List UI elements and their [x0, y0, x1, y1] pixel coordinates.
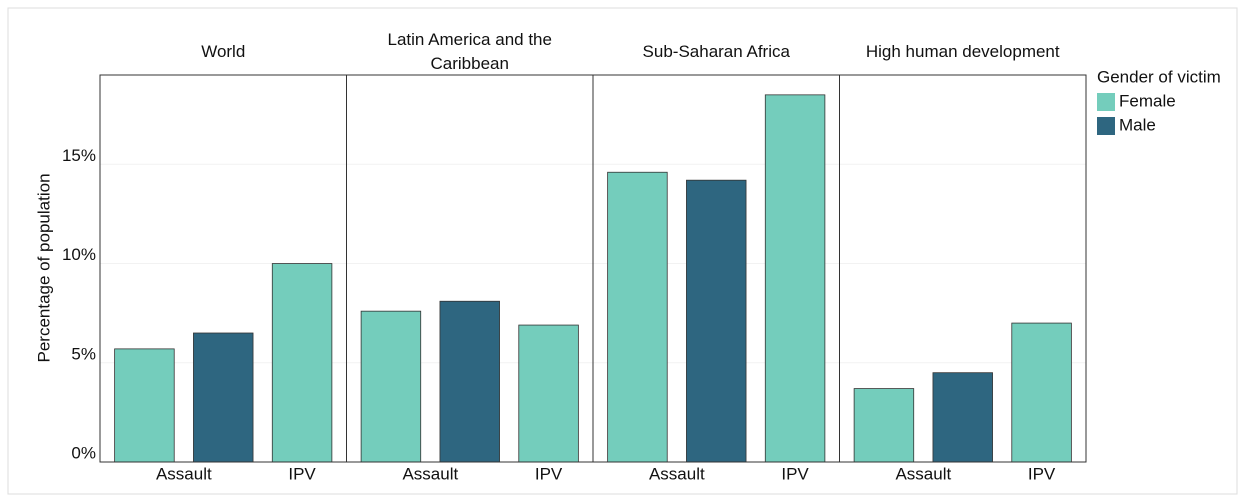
- legend-title: Gender of victim: [1097, 67, 1221, 86]
- legend-swatch: [1097, 93, 1115, 111]
- legend-label: Female: [1119, 91, 1176, 110]
- x-tick-label: Assault: [402, 464, 458, 483]
- bar: [1011, 322, 1072, 463]
- y-tick-label: 0%: [71, 443, 96, 462]
- bar: [360, 310, 422, 463]
- panel-title: Latin America and the Caribbean: [387, 30, 552, 73]
- bar: [607, 171, 668, 463]
- bar: [686, 179, 747, 463]
- panel-title: Sub-Saharan Africa: [642, 42, 790, 61]
- bar: [764, 94, 826, 463]
- x-tick-label: IPV: [288, 464, 316, 483]
- y-tick-label: 10%: [62, 245, 96, 264]
- bar: [439, 300, 500, 463]
- x-tick-label: IPV: [781, 464, 809, 483]
- bar: [271, 263, 333, 463]
- y-tick-label: 5%: [71, 344, 96, 363]
- y-axis-label: Percentage of population: [34, 173, 53, 362]
- bar: [114, 348, 175, 463]
- x-tick-label: IPV: [535, 464, 563, 483]
- bar: [853, 388, 915, 463]
- legend-label: Male: [1119, 115, 1156, 134]
- frame: [7, 7, 1238, 495]
- panel-border: [839, 74, 1087, 463]
- x-tick-label: IPV: [1028, 464, 1056, 483]
- legend-swatch: [1097, 117, 1115, 135]
- bar: [518, 324, 579, 463]
- panel-title: High human development: [865, 42, 1060, 61]
- y-tick-label: 15%: [62, 146, 96, 165]
- x-tick-label: Assault: [895, 464, 951, 483]
- panel-title: World: [201, 42, 246, 61]
- bar: [932, 372, 993, 463]
- x-tick-label: Assault: [649, 464, 705, 483]
- x-tick-label: Assault: [156, 464, 212, 483]
- bar: [193, 332, 254, 463]
